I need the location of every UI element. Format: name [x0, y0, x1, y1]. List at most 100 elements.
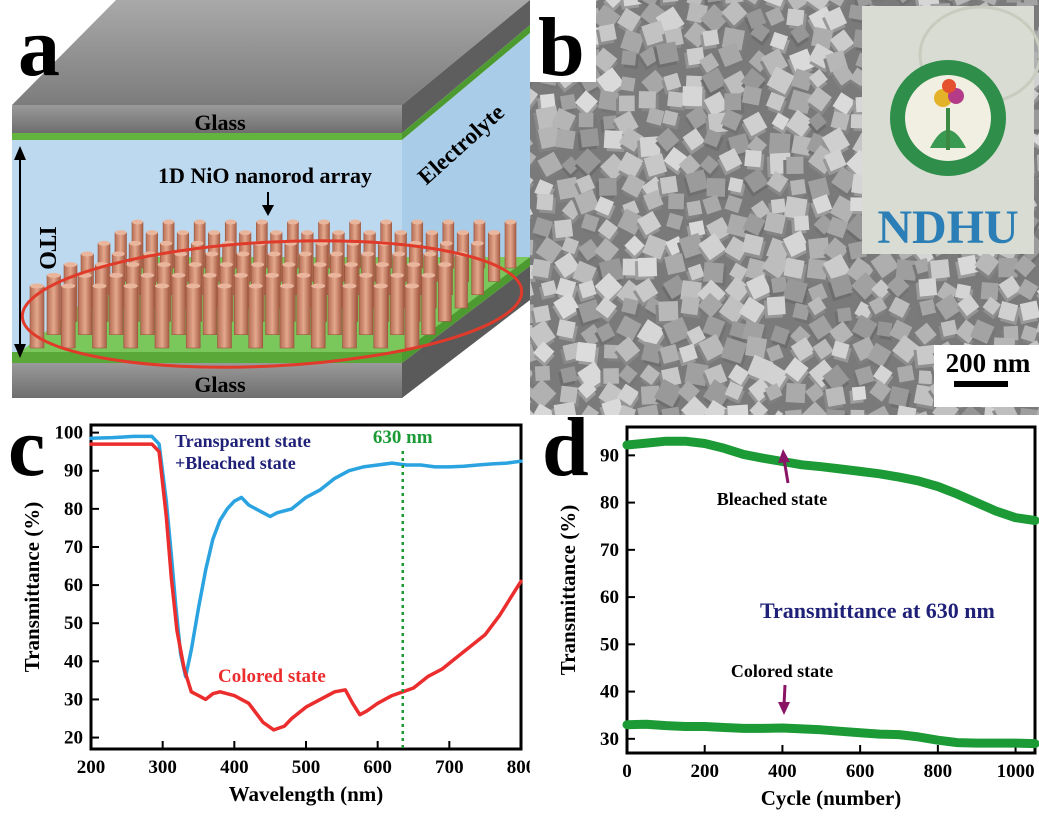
nanorod-top [30, 284, 44, 289]
nanorod-top [220, 262, 233, 267]
y-tick-label: 100 [55, 423, 84, 444]
nanocube-face [786, 8, 804, 26]
nanorod-top [407, 262, 420, 267]
nanorod-top [390, 273, 404, 278]
panel-label-c: c [8, 415, 45, 494]
nanocube-face [576, 342, 597, 363]
x-tick-label: 400 [220, 757, 249, 778]
nanorod-top [206, 252, 219, 257]
nanorod-top [256, 220, 267, 225]
nanocube-face [639, 91, 656, 108]
nanorod-top [359, 273, 373, 278]
nanocube-face [656, 41, 679, 64]
nanorod-top [381, 220, 392, 225]
nanorod-top [109, 273, 123, 278]
plot-frame [627, 427, 1035, 753]
nanocube [764, 296, 786, 318]
nanorod-top [395, 230, 407, 235]
y-tick-label: 30 [600, 729, 619, 750]
nanorod [93, 286, 107, 348]
nanocube-face [919, 370, 933, 384]
colored-state-label: Colored state [731, 661, 833, 681]
nanocube-face [598, 90, 619, 111]
nanorod [249, 286, 263, 348]
top-glass-label: Glass [194, 110, 246, 135]
nanorod-top [330, 252, 343, 257]
nanocube-face [556, 319, 575, 338]
sem-image: NDHU 200 nm b [530, 0, 1039, 415]
panel-label-d: d [542, 415, 589, 494]
nanorod [422, 275, 436, 334]
nanorod-top [297, 273, 311, 278]
nanocube-face [794, 216, 809, 231]
nanorod-top [505, 220, 516, 225]
y-tick-label: 70 [600, 540, 619, 561]
nanocube-face [707, 178, 726, 197]
nanorod-top [472, 241, 484, 246]
nanorod-top [319, 220, 330, 225]
nanocube [915, 278, 937, 300]
nanorod [505, 222, 516, 268]
nanocube-face [580, 128, 599, 147]
panel-label-a: a [18, 1, 60, 94]
nanorod-top [393, 252, 406, 257]
nanorod-top [237, 252, 250, 257]
nanorod-top [287, 220, 298, 225]
nanocube-face [531, 259, 551, 279]
nanorod [78, 275, 92, 334]
nanocube [913, 345, 937, 369]
nanorod [390, 275, 404, 334]
nanorod-top [412, 220, 423, 225]
nanocube [653, 41, 680, 68]
panel-label-b: b [538, 1, 585, 94]
nanocube-face [599, 178, 617, 196]
nanocube-face [724, 93, 741, 110]
nanorod-top [146, 230, 158, 235]
nanocube-face [825, 386, 846, 407]
nanocube-face [658, 301, 678, 321]
nanocube-face [535, 366, 550, 381]
nanorod-top [160, 241, 172, 246]
nanorod [374, 286, 388, 348]
y-tick-label: 20 [64, 728, 83, 749]
nanocube-face [686, 200, 702, 216]
nanorod-top [112, 252, 125, 257]
logo-text: NDHU [877, 201, 1018, 254]
x-tick-label: 200 [77, 757, 106, 778]
bottom-glass-label: Glass [194, 372, 246, 397]
panel-c-spectra-chart: c 20030040050060070080020304050607080901… [0, 415, 530, 820]
nanocube-face [533, 305, 551, 323]
nanocube-face [579, 113, 594, 128]
nanocube [786, 8, 808, 30]
nanocube-face [769, 133, 791, 155]
nanorod [203, 275, 217, 334]
nanocube [724, 405, 749, 415]
nanorod [488, 233, 500, 282]
nanorod-top [457, 230, 469, 235]
nanocube-face [848, 4, 864, 20]
nanorod-top [424, 252, 437, 257]
panel-a-device-schematic: ITO Glass Glass 1D NiO nanorod array Ele… [0, 0, 530, 415]
nanocube [635, 257, 657, 279]
nanocube-face [603, 368, 619, 384]
nanorod-top [333, 230, 345, 235]
scale-bar-label: 200 nm [946, 348, 1031, 378]
nanorod-top [266, 273, 280, 278]
nanorod [155, 286, 169, 348]
nanorod [359, 275, 373, 334]
spectra-chart: c 20030040050060070080020304050607080901… [0, 415, 530, 820]
nanorod-top [474, 220, 485, 225]
nanorod-top [141, 273, 155, 278]
nanocube-face [918, 278, 937, 297]
nanorod-top [268, 252, 281, 257]
nanocube [531, 259, 554, 282]
nanorod [109, 275, 123, 334]
y-tick-label: 60 [64, 575, 83, 596]
nanocube-face [786, 383, 806, 403]
nanorod-top [376, 262, 389, 267]
nanocube-face [786, 157, 803, 174]
nanorod [311, 286, 325, 348]
nanorod-top [115, 230, 127, 235]
x-tick-label: 1000 [997, 761, 1035, 782]
nanorod-top [302, 230, 314, 235]
